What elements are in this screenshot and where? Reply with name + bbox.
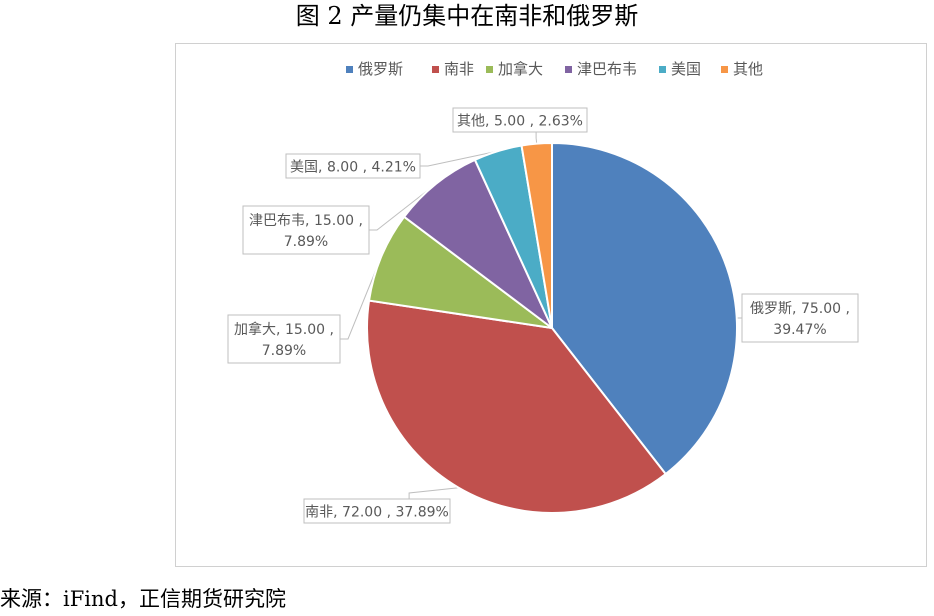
legend-swatch-series-4 bbox=[565, 66, 572, 73]
data-label-text-series-3-2: 7.89% bbox=[262, 343, 306, 359]
data-label-box-series-3 bbox=[227, 314, 341, 364]
data-label-text-series-1-2: 39.47% bbox=[773, 322, 826, 338]
data-label-text-series-6-1: 其他, 5.00 , 2.63% bbox=[457, 114, 583, 130]
legend-swatch-series-3 bbox=[486, 66, 493, 73]
legend-label-series-6: 其他 bbox=[733, 60, 763, 78]
data-label-text-series-3-1: 加拿大, 15.00 , bbox=[234, 321, 334, 338]
data-label-series-5: 美国, 8.00 , 4.21% bbox=[285, 153, 421, 179]
source-note: 来源：iFind，正信期货研究院 bbox=[0, 587, 286, 611]
legend-label-series-2: 南非 bbox=[444, 60, 474, 78]
chart-title: 图 2 产量仍集中在南非和俄罗斯 bbox=[295, 2, 639, 30]
pie-slice-series-6 bbox=[520, 141, 553, 329]
data-label-series-1: 俄罗斯, 75.00 , 39.47% bbox=[741, 293, 859, 343]
data-label-box-series-6 bbox=[452, 107, 588, 133]
legend-swatch-series-5 bbox=[659, 66, 666, 73]
data-label-text-series-1-1: 俄罗斯, 75.00 , bbox=[750, 301, 850, 317]
pie-slice-series-3 bbox=[367, 215, 553, 329]
data-label-box-series-4 bbox=[242, 205, 370, 255]
data-label-box-series-1 bbox=[741, 293, 859, 343]
legend-label-series-4: 津巴布韦 bbox=[577, 60, 637, 78]
leader-line-series-3 bbox=[340, 256, 382, 340]
data-label-box-series-5 bbox=[285, 153, 421, 179]
data-label-text-series-4-2: 7.89% bbox=[284, 234, 328, 250]
pie-slice-series-1 bbox=[551, 141, 738, 476]
data-label-text-series-5-1: 美国, 8.00 , 4.21% bbox=[290, 160, 416, 176]
leader-line-series-2 bbox=[408, 487, 459, 499]
data-label-box-series-2 bbox=[303, 498, 451, 524]
data-labels: 俄罗斯, 75.00 , 39.47% 南非, 72.00 , 37.89% 加拿大,… bbox=[227, 107, 859, 524]
leader-line-series-4 bbox=[369, 183, 437, 231]
legend-label-series-5: 美国 bbox=[671, 60, 701, 78]
data-label-text-series-4-1: 津巴布韦, 15.00 , bbox=[249, 213, 363, 229]
data-label-series-3: 加拿大, 15.00 , 7.89% bbox=[227, 314, 341, 364]
data-label-series-4: 津巴布韦, 15.00 , 7.89% bbox=[242, 205, 370, 255]
legend-label-series-3: 加拿大 bbox=[498, 60, 543, 78]
leader-line-series-6 bbox=[535, 132, 538, 144]
leader-line-series-5 bbox=[420, 150, 498, 167]
pie-chart: 俄罗斯 南非 加拿大 津巴布韦 美国 其他 俄罗斯, 75.00 , 39.47% 南非, 7… bbox=[227, 60, 859, 524]
pie-slice-series-4 bbox=[402, 158, 553, 329]
data-label-series-6: 其他, 5.00 , 2.63% bbox=[452, 107, 588, 133]
data-label-series-2: 南非, 72.00 , 37.89% bbox=[303, 498, 451, 524]
legend-swatch-series-2 bbox=[432, 66, 439, 73]
data-label-text-series-2-1: 南非, 72.00 , 37.89% bbox=[305, 505, 449, 521]
legend-swatch-series-1 bbox=[346, 66, 353, 73]
chart-area: 俄罗斯 南非 加拿大 津巴布韦 美国 其他 俄罗斯, 75.00 , 39.47% 南非, 7… bbox=[175, 43, 927, 567]
leader-lines bbox=[340, 132, 742, 499]
chart-legend: 俄罗斯 南非 加拿大 津巴布韦 美国 其他 bbox=[346, 60, 763, 78]
legend-label-series-1: 俄罗斯 bbox=[358, 60, 403, 78]
pie-slices bbox=[366, 141, 738, 514]
pie-slice-series-2 bbox=[366, 299, 668, 514]
legend-swatch-series-6 bbox=[721, 66, 728, 73]
